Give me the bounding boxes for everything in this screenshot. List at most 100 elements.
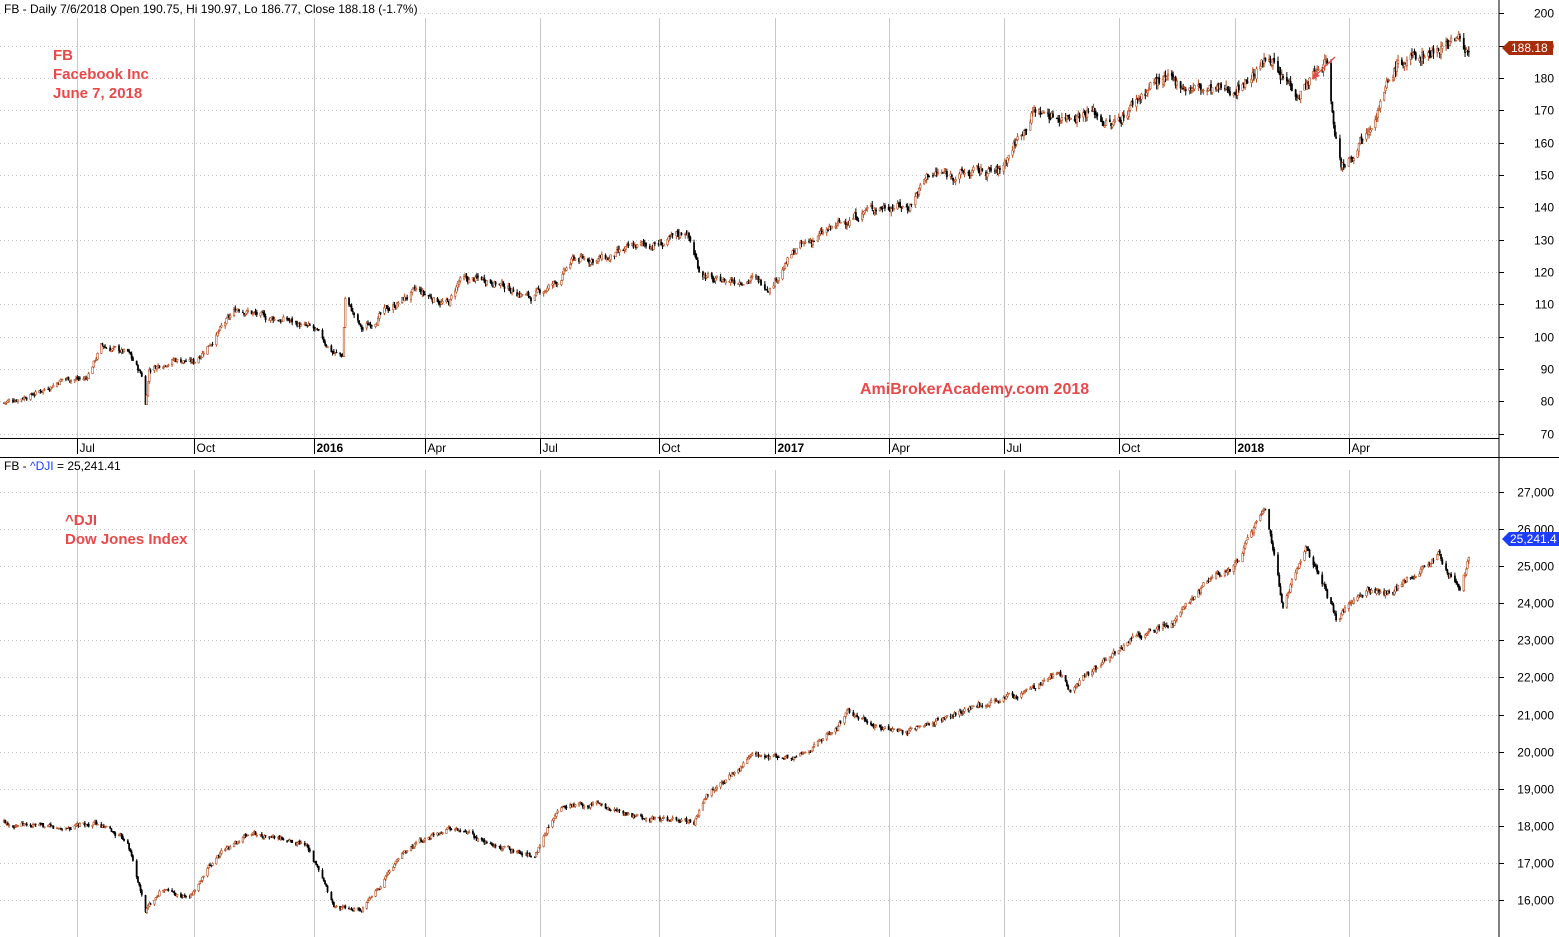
fb-candle (462, 273, 466, 281)
dji-candle-body (560, 807, 563, 812)
dji-candle-body (499, 846, 502, 850)
fb-candle (1193, 84, 1196, 92)
fb-candle (698, 266, 701, 273)
fb-candle-body (30, 393, 33, 395)
dji-candle-body (589, 804, 592, 808)
fb-candle (1175, 78, 1178, 90)
dji-candle-body (837, 726, 840, 731)
dji-candle-body (597, 801, 599, 803)
dji-candle (96, 822, 99, 826)
dji-candle (52, 825, 55, 829)
fb-candle (1199, 83, 1202, 95)
dji-candle-body (105, 825, 108, 828)
dji-candle-body (406, 850, 409, 853)
dji-candle-body (724, 779, 727, 784)
dji-candle-body (1229, 569, 1231, 572)
dji-candle-body (1068, 689, 1071, 691)
fb-annotation-symbol: FB (53, 47, 73, 64)
dji-candle (1303, 549, 1306, 562)
dji-candle-body (335, 905, 338, 908)
fb-candle-body (358, 320, 361, 325)
dji-candle-body (1184, 603, 1187, 607)
dji-candle-body (392, 867, 395, 872)
dji-candle (456, 827, 459, 832)
dji-candle (1340, 612, 1343, 620)
fb-candle (1339, 134, 1341, 161)
fb-candle-body (1052, 113, 1054, 118)
dji-candle (707, 794, 709, 798)
fb-candle (763, 281, 766, 291)
dji-candle-body (445, 829, 448, 834)
dji-candle (445, 828, 448, 834)
fb-candle (167, 363, 170, 368)
dji-candle (128, 842, 131, 851)
dji-candle (537, 846, 540, 853)
fb-candle-body (856, 216, 859, 221)
fb-candle-body (1294, 89, 1297, 97)
dji-candle-body (1282, 602, 1284, 608)
dji-candle-body (604, 803, 607, 809)
dji-candle (775, 753, 778, 758)
dji-candle-body (1099, 664, 1103, 668)
fb-candle (600, 251, 603, 262)
fb-annotation-name: Facebook Inc (53, 66, 149, 83)
fb-candle-body (561, 273, 564, 281)
fb-candle (614, 251, 617, 258)
dji-candle (499, 844, 502, 851)
dji-candle-body (1209, 578, 1213, 580)
fb-candle-body (409, 292, 413, 300)
dji-candle (1278, 572, 1281, 587)
dji-candle (547, 824, 550, 828)
fb-candle (468, 277, 471, 284)
dji-candle (206, 867, 209, 878)
fb-candle-body (446, 299, 449, 301)
fb-candle-body (600, 254, 603, 260)
dji-candle-body (786, 754, 789, 758)
dji-candle (978, 701, 981, 708)
fb-candle-body (1259, 65, 1262, 69)
fb-candle (848, 217, 851, 228)
fb-candle (1040, 112, 1043, 115)
dji-candle-body (361, 907, 365, 913)
dji-candle-body (73, 825, 76, 830)
fb-candle-body (1022, 130, 1026, 137)
dji-candle-body (126, 840, 129, 844)
dji-candle (144, 894, 147, 913)
dji-candle-body (220, 850, 223, 854)
dji-candle-body (1268, 509, 1271, 530)
fb-candle (1437, 47, 1440, 52)
dji-candle (299, 840, 303, 844)
fb-candle (914, 192, 917, 208)
dji-candle-body (1131, 635, 1134, 639)
fb-candle-body (459, 277, 462, 282)
fb-candle-body (1059, 121, 1062, 123)
fb-candle-body (379, 312, 382, 314)
dji-candle-body (1217, 572, 1220, 575)
dji-candle (751, 751, 754, 756)
dji-candle-body (675, 817, 678, 821)
fb-candle-body (662, 243, 665, 246)
dji-candle (1259, 513, 1262, 522)
dji-candle-body (254, 831, 257, 835)
dji-candle (1131, 633, 1134, 639)
fb-candle-body (910, 204, 913, 206)
dji-candle-body (565, 806, 568, 809)
dji-candle (1279, 583, 1282, 596)
dji-candle-body (1269, 530, 1272, 534)
fb-candle (1078, 112, 1081, 123)
dji-candle (335, 905, 338, 908)
fb-candle-body (932, 175, 934, 177)
fb-candle (999, 165, 1001, 174)
fb-candle-body (959, 169, 962, 176)
dji-candle (1396, 584, 1400, 591)
dji-candle-body (307, 844, 310, 851)
fb-x-tick-label: 2016 (317, 441, 344, 455)
dji-candle (728, 772, 731, 781)
dji-candle (641, 814, 644, 821)
dji-candles (2, 507, 1470, 915)
fb-candle (533, 294, 536, 301)
dji-candle-body (1021, 692, 1024, 695)
dji-candle-body (87, 823, 90, 827)
fb-candle (954, 176, 957, 186)
dji-candle-body (1111, 653, 1114, 659)
